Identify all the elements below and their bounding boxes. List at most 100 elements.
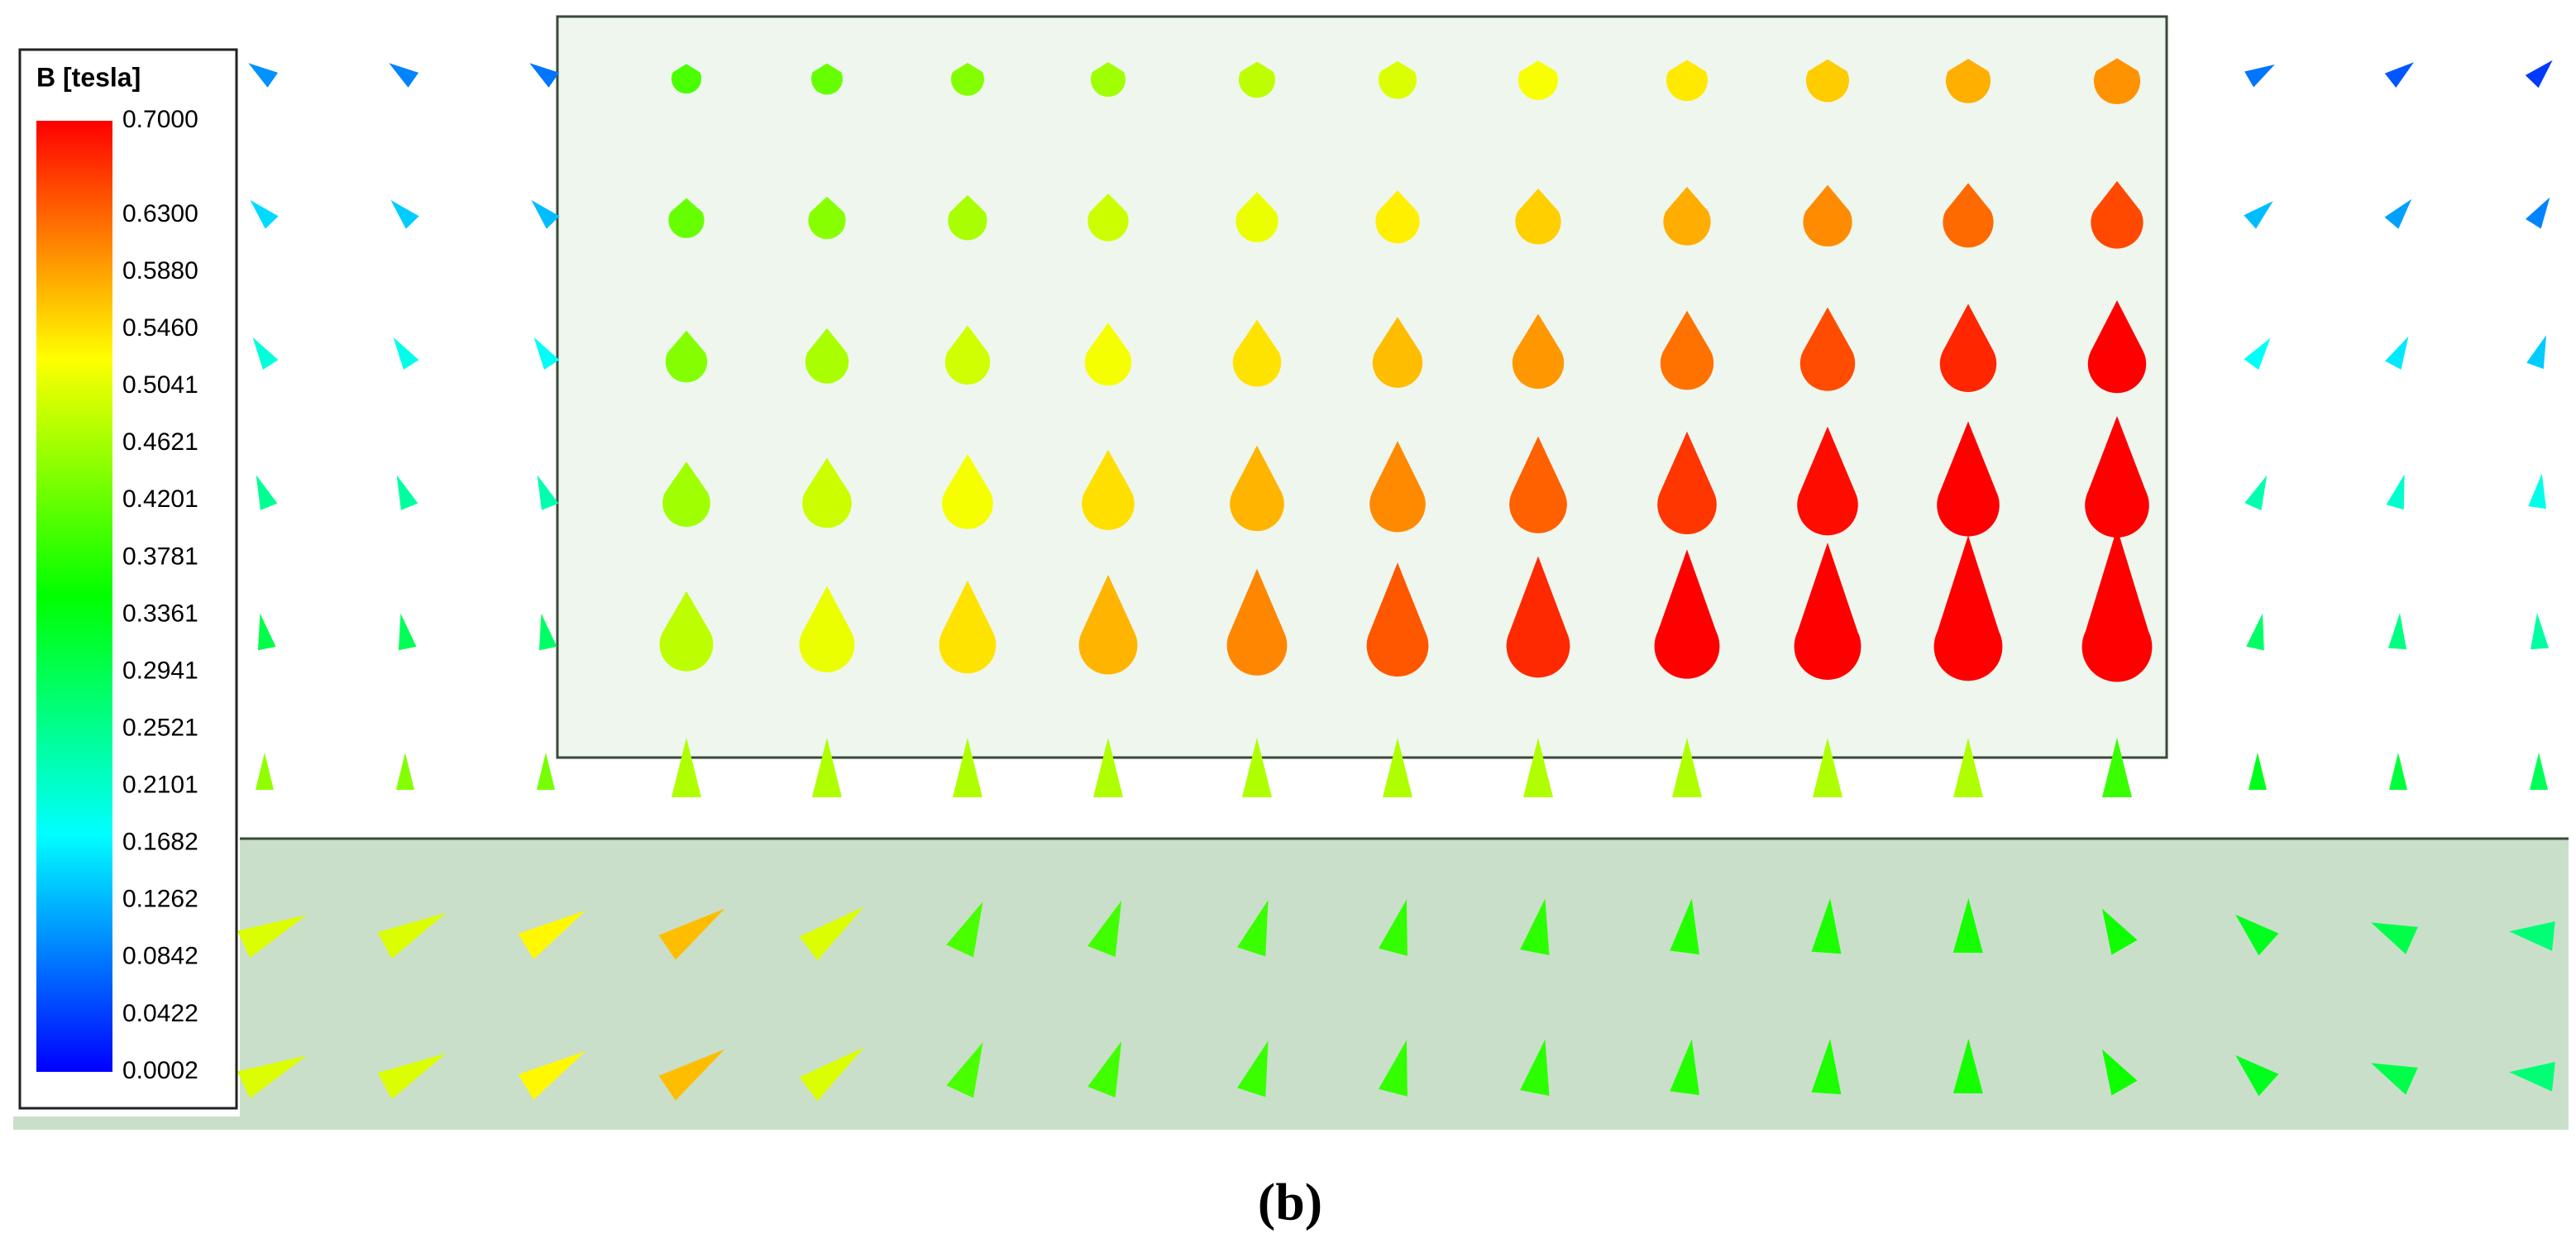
field-arrow [1379, 60, 1417, 99]
field-arrow [396, 753, 414, 790]
field-arrow [252, 337, 279, 371]
field-arrow [946, 1042, 983, 1098]
field-arrow [1657, 431, 1717, 535]
caption: (b) [1258, 1173, 1322, 1231]
field-arrow [2371, 922, 2418, 954]
field-arrow [1670, 1039, 1699, 1096]
field-arrow [2244, 65, 2275, 88]
field-arrow [2385, 336, 2409, 370]
field-arrow [1512, 313, 1565, 390]
field-arrow [1082, 449, 1135, 530]
field-arrow [799, 1047, 864, 1102]
legend-label: 0.5880 [122, 257, 198, 285]
field-arrow [2384, 62, 2414, 88]
field-arrow [398, 613, 417, 651]
field-arrow [1379, 1040, 1407, 1097]
field-arrow [248, 63, 279, 88]
field-arrow [659, 591, 714, 672]
field-arrow [2091, 180, 2143, 249]
field-arrow [2102, 738, 2132, 797]
field-arrow [1520, 1039, 1550, 1097]
field-arrow [2081, 528, 2153, 682]
field-arrow [1087, 194, 1129, 241]
field-arrow [808, 196, 846, 240]
legend-label: 0.0002 [122, 1057, 198, 1084]
field-arrow [668, 198, 705, 238]
field-arrow [250, 199, 279, 229]
field-arrow [1952, 898, 1983, 954]
field-arrow [1813, 738, 1842, 797]
field-arrow [1952, 1039, 1983, 1094]
field-arrow [1087, 901, 1122, 958]
field-arrow [393, 337, 419, 371]
field-arrow [237, 915, 307, 959]
field-arrow [2528, 473, 2546, 509]
field-arrow [1239, 61, 1275, 98]
field-arrow [237, 1055, 307, 1099]
field-arrow [1515, 188, 1561, 245]
field-arrow [2244, 201, 2273, 229]
legend-label: 0.1262 [122, 886, 198, 913]
field-arrow [662, 461, 710, 528]
field-arrow [1799, 307, 1856, 391]
field-arrow [2235, 914, 2279, 956]
field-arrow [1237, 1040, 1269, 1097]
field-arrow [1518, 60, 1558, 100]
field-arrow [1803, 184, 1852, 247]
field-arrow [671, 64, 701, 94]
field-arrow [658, 1049, 725, 1101]
field-arrow [537, 475, 559, 510]
field-arrow [377, 912, 447, 959]
field-arrow [531, 199, 560, 229]
field-arrow [1509, 436, 1567, 533]
legend-label: 0.2941 [122, 657, 198, 684]
field-arrow [1806, 59, 1849, 103]
field-arrow [951, 63, 984, 96]
field-arrow [1660, 310, 1714, 390]
magnet-region [556, 15, 2168, 759]
field-arrow [1794, 543, 1862, 680]
field-arrow [2384, 198, 2412, 229]
field-arrow [2244, 475, 2268, 511]
field-arrow [1520, 898, 1550, 956]
field-arrow [1953, 738, 1983, 797]
field-arrow [665, 330, 708, 383]
legend-label: 0.0842 [122, 943, 198, 970]
legend-label: 0.3781 [122, 543, 198, 570]
field-arrow [1663, 186, 1711, 246]
legend-label: 0.5041 [122, 371, 198, 399]
field-arrow [1232, 319, 1282, 387]
field-arrow [1235, 192, 1278, 242]
field-arrow [2371, 1063, 2418, 1095]
field-arrow [2509, 920, 2555, 951]
field-arrow [1087, 1041, 1122, 1098]
field-arrow [1946, 59, 1991, 103]
field-arrow [1654, 549, 1720, 679]
field-arrow [256, 475, 278, 510]
field-arrow [1666, 60, 1708, 102]
field-arrow [671, 738, 701, 797]
field-arrow [939, 580, 996, 674]
legend-label: 0.5460 [122, 314, 198, 342]
iron-strip [13, 1117, 2569, 1130]
field-arrow [948, 194, 987, 241]
field-arrow [1237, 900, 1269, 957]
field-arrow [1937, 421, 2000, 537]
legend-label: 0.4201 [122, 485, 198, 513]
field-arrow [799, 906, 864, 961]
field-arrow [944, 325, 991, 385]
field-arrow [2246, 613, 2264, 651]
field-arrow [2102, 908, 2138, 955]
colorbar [36, 121, 112, 1072]
field-arrow [1372, 317, 1423, 388]
field-arrow [537, 753, 555, 790]
field-arrow [518, 1051, 586, 1100]
field-arrow [953, 738, 982, 797]
legend-title: B [tesla] [36, 62, 141, 92]
field-arrow [1230, 445, 1284, 532]
legend-label: 0.0422 [122, 1000, 198, 1027]
field-arrow [2525, 60, 2553, 88]
vector-field [237, 58, 2555, 1102]
field-arrow [802, 457, 852, 528]
